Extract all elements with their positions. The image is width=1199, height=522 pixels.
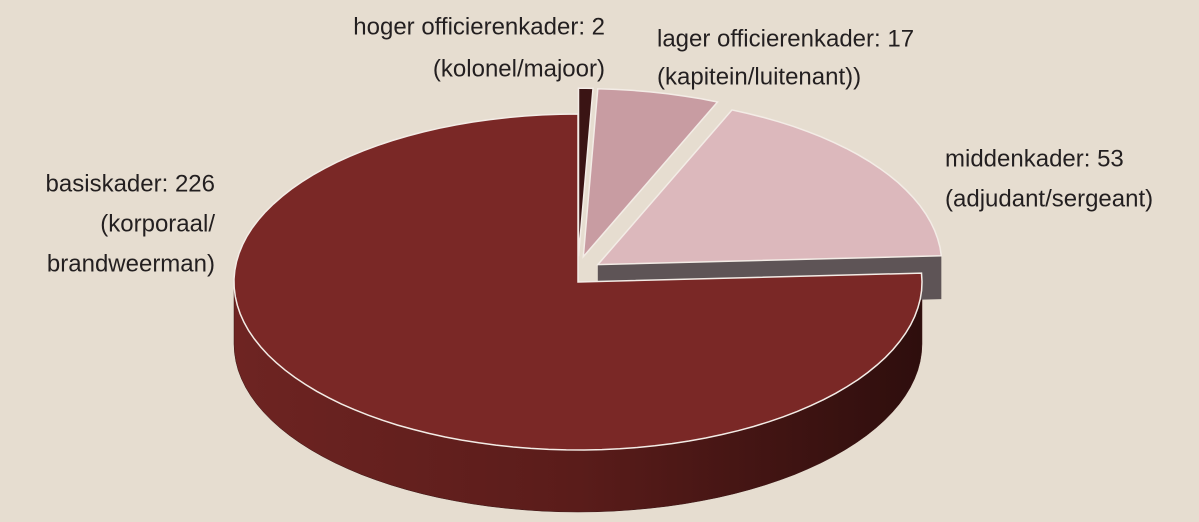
slice-label: basiskader: 226 bbox=[46, 170, 215, 197]
slice-label: lager officierenkader: 17 bbox=[657, 25, 914, 52]
slice-label: middenkader: 53 bbox=[945, 145, 1124, 172]
pie-slice bbox=[582, 88, 719, 259]
slice-label: (kolonel/majoor) bbox=[433, 55, 605, 82]
pie-slice bbox=[596, 109, 943, 266]
slice-label: (korporaal/ bbox=[100, 210, 215, 237]
slice-label: (adjudant/sergeant) bbox=[945, 185, 1153, 212]
slice-label: (kapitein/luitenant)) bbox=[657, 63, 861, 90]
pie-slice bbox=[577, 87, 594, 257]
pie-slice bbox=[233, 113, 923, 451]
slice-label: hoger officierenkader: 2 bbox=[353, 13, 605, 40]
slice-label: brandweerman) bbox=[47, 250, 215, 277]
